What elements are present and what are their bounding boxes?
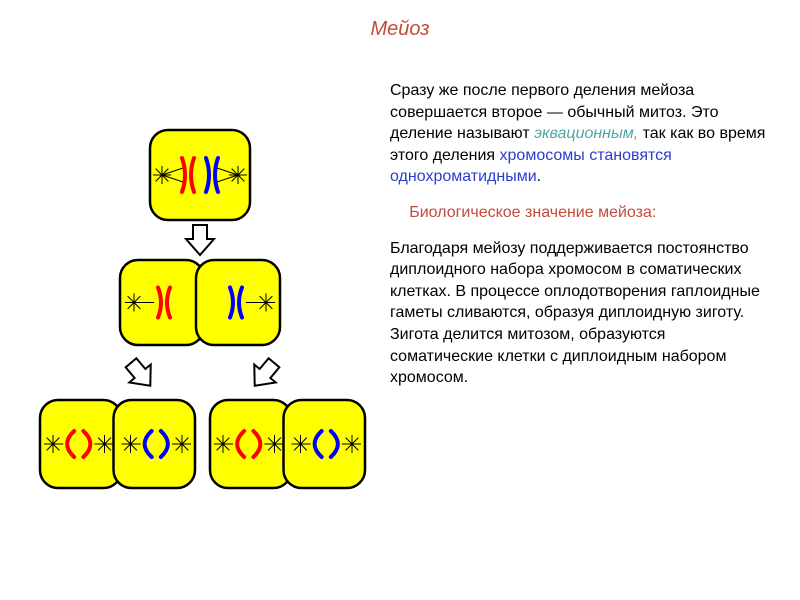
text-column: Сразу же после первого деления мейоза со… [390,80,770,403]
paragraph-1: Сразу же после первого деления мейоза со… [390,80,770,188]
cell-top [150,130,250,220]
cell-mid [120,260,280,345]
paragraph-2: Благодаря мейозу поддерживается постоянс… [390,238,770,389]
meiosis-diagram [20,120,380,540]
p1-t2-equational: эквационным, [534,125,638,142]
cell-bottom-left [40,400,195,488]
p1-t5: . [537,168,541,185]
subheading: Биологическое значение мейоза: [390,202,770,224]
cell-bottom-right [210,400,365,488]
slide-title: Мейоз [0,18,800,41]
